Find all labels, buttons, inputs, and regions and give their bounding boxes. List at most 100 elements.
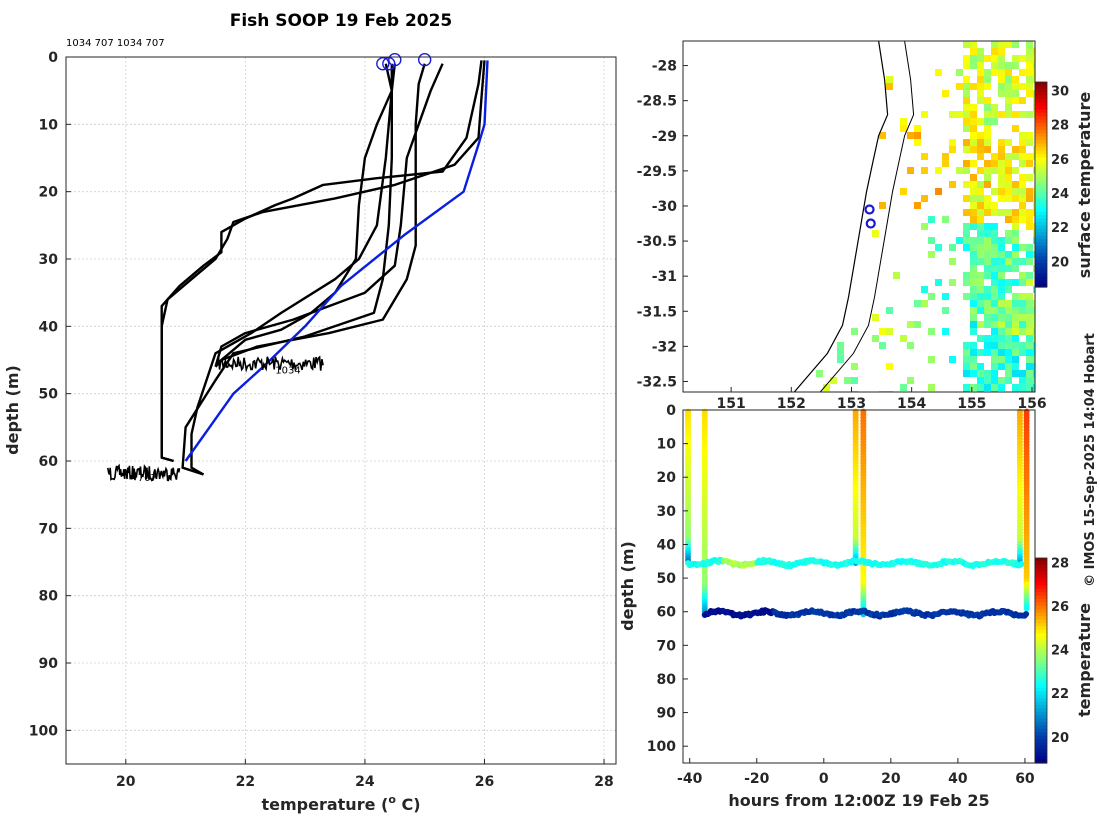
sst-pixel — [1019, 202, 1026, 209]
sst-pixel — [1026, 174, 1033, 181]
sst-pixel — [984, 342, 991, 349]
sst-pixel — [1019, 160, 1026, 167]
sst-pixel — [970, 48, 977, 55]
sst-pixel — [984, 181, 991, 188]
temperature-colorbar-swatch — [1035, 705, 1047, 709]
sst-pixel — [1012, 188, 1019, 195]
sst-pixel — [1026, 300, 1033, 307]
sst-pixel — [1026, 83, 1033, 90]
temperature-colorbar-swatch — [1035, 589, 1047, 593]
sst-colorbar-swatch — [1035, 253, 1047, 257]
sst-pixel — [921, 223, 928, 230]
sst-pixel — [984, 349, 991, 356]
profile-panel: Fish SOOP 19 Feb 2025 1034 707 1034 707 … — [3, 11, 616, 814]
sst-pixel — [1005, 356, 1012, 363]
sst-pixel — [984, 174, 991, 181]
sst-pixel — [949, 244, 956, 251]
sst-pixel — [991, 377, 998, 384]
sst-pixel — [970, 104, 977, 111]
sst-pixel — [998, 265, 1005, 272]
sst-pixel — [970, 258, 977, 265]
sst-pixel — [1026, 244, 1033, 251]
sst-pixel — [963, 279, 970, 286]
sst-pixel — [942, 307, 949, 314]
sst-pixel — [1026, 195, 1033, 202]
track-sample-point — [1018, 561, 1024, 567]
sst-pixel — [1012, 342, 1019, 349]
sst-pixel — [970, 272, 977, 279]
sst-colorbar-swatch — [1035, 226, 1047, 230]
timeseries-x-tick-label: 20 — [881, 771, 901, 787]
sst-pixel — [1012, 335, 1019, 342]
sst-pixel — [998, 356, 1005, 363]
sst-pixel — [844, 377, 851, 384]
sst-pixel — [1012, 251, 1019, 258]
sst-pixel — [1026, 363, 1033, 370]
sst-pixel — [977, 76, 984, 83]
profile-x-tick-label: 28 — [594, 774, 613, 790]
sst-pixel — [872, 314, 879, 321]
sst-pixel — [963, 167, 970, 174]
sst-pixel — [963, 181, 970, 188]
sst-colorbar-swatch — [1035, 195, 1047, 199]
sst-pixel — [1012, 90, 1019, 97]
sst-pixel — [914, 132, 921, 139]
temperature-colorbar-swatch — [1035, 657, 1047, 661]
sst-colorbar-swatch — [1035, 96, 1047, 100]
sst-pixel — [991, 286, 998, 293]
sst-pixel — [1005, 237, 1012, 244]
sst-pixel — [914, 202, 921, 209]
sst-pixel — [970, 279, 977, 286]
sst-pixel — [970, 251, 977, 258]
sst-pixel — [963, 90, 970, 97]
sst-colorbar-swatch — [1035, 106, 1047, 110]
profile-annotation: 1034 — [275, 365, 300, 376]
sst-colorbar-swatch — [1035, 178, 1047, 182]
sst-pixel — [977, 209, 984, 216]
sst-pixel — [963, 195, 970, 202]
sst-colorbar-swatch — [1035, 85, 1047, 89]
sst-colorbar-swatch — [1035, 92, 1047, 96]
sst-pixel — [977, 167, 984, 174]
sst-pixel — [921, 195, 928, 202]
sst-pixel — [1026, 258, 1033, 265]
temperature-colorbar-tick-label: 22 — [1051, 687, 1069, 702]
sst-pixel — [984, 265, 991, 272]
sst-map-area — [794, 41, 1040, 398]
sst-colorbar-label: surface temperature — [1075, 92, 1094, 279]
temperature-colorbar-swatch — [1035, 661, 1047, 665]
sst-pixel — [935, 167, 942, 174]
sst-pixel — [1033, 328, 1040, 335]
sst-pixel — [1005, 265, 1012, 272]
timeseries-y-tick-label: 20 — [657, 470, 677, 486]
sst-pixel — [900, 118, 907, 125]
sst-colorbar-swatch — [1035, 246, 1047, 250]
sst-colorbar-swatch — [1035, 133, 1047, 137]
sst-pixel — [1019, 69, 1026, 76]
profile-x-tick-label: 22 — [236, 774, 255, 790]
sst-colorbar-swatch — [1035, 239, 1047, 243]
sst-pixel — [886, 363, 893, 370]
sst-pixel — [1033, 356, 1040, 363]
sst-pixel — [1026, 41, 1033, 48]
sst-pixel — [1019, 181, 1026, 188]
temperature-colorbar-swatch — [1035, 643, 1047, 647]
sst-colorbar-swatch — [1035, 99, 1047, 103]
sst-pixel — [977, 118, 984, 125]
sst-pixel — [970, 286, 977, 293]
sst-pixel — [977, 153, 984, 160]
sst-pixel — [1012, 370, 1019, 377]
sst-pixel — [984, 76, 991, 83]
temperature-colorbar-swatch — [1035, 623, 1047, 627]
sst-pixel — [1012, 279, 1019, 286]
sst-pixel — [1026, 314, 1033, 321]
sst-pixel — [998, 272, 1005, 279]
profile-y-tick-label: 60 — [39, 454, 59, 470]
sst-pixel — [1019, 174, 1026, 181]
sst-pixel — [977, 195, 984, 202]
temperature-colorbar-swatch — [1035, 749, 1047, 753]
sst-pixel — [963, 55, 970, 62]
sst-pixel — [1033, 69, 1040, 76]
sst-pixel — [977, 279, 984, 286]
sst-colorbar-swatch — [1035, 205, 1047, 209]
